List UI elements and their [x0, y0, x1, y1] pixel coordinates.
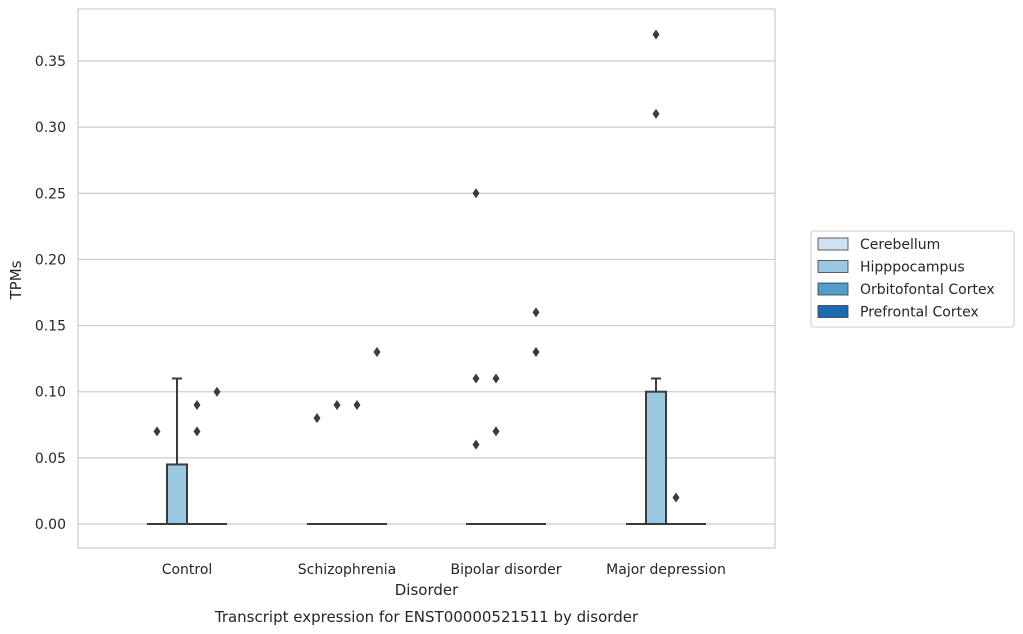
outlier-point	[353, 399, 361, 410]
box-group	[666, 492, 686, 525]
box-group	[526, 307, 546, 525]
plot-area-frame	[77, 8, 776, 549]
legend-label: Hipppocampus	[860, 260, 965, 276]
y-axis-title: TPMs	[7, 260, 25, 300]
outlier-point	[652, 108, 660, 119]
box-body	[166, 463, 188, 526]
y-tick-label: 0.20	[35, 252, 66, 268]
outlier-point	[472, 373, 480, 384]
outlier-point	[153, 426, 161, 437]
legend-label: Prefrontal Cortex	[860, 305, 979, 321]
legend-swatch	[817, 282, 849, 296]
y-tick-label: 0.10	[35, 385, 66, 401]
y-tick-label: 0.25	[35, 186, 66, 202]
x-axis-ticks: Control Schizophrenia Bipolar disorder Majo…	[162, 562, 726, 578]
x-tick-label: Major depression	[606, 562, 726, 578]
box-group	[347, 399, 367, 525]
outlier-point	[373, 347, 381, 358]
outlier-point	[472, 188, 480, 199]
y-tick-label: 0.15	[35, 319, 66, 335]
outlier-point	[532, 307, 540, 318]
y-tick-label: 0.35	[35, 54, 66, 70]
box-marks	[147, 29, 706, 526]
outlier-point	[532, 347, 540, 358]
outlier-point	[313, 413, 321, 424]
box-body	[645, 390, 667, 526]
outlier-point	[472, 439, 480, 450]
box-group	[147, 426, 167, 525]
y-tick-label: 0.05	[35, 451, 66, 467]
outlier-point	[652, 29, 660, 40]
x-tick-label: Bipolar disorder	[450, 562, 561, 578]
figure-caption: Transcript expression for ENST0000052151…	[214, 608, 639, 626]
legend-label: Cerebellum	[860, 237, 940, 253]
y-tick-label: 0.30	[35, 120, 66, 136]
x-tick-label: Control	[162, 562, 213, 578]
box-group	[166, 377, 188, 526]
box-group	[466, 188, 486, 525]
outlier-point	[333, 399, 341, 410]
box-group	[327, 399, 347, 525]
x-axis-title: Disorder	[395, 581, 459, 599]
legend-swatch	[817, 260, 849, 273]
y-axis-ticks: 0.00 0.05 0.10 0.15 0.20 0.25 0.30 0.35	[35, 54, 66, 533]
box-group	[645, 29, 667, 526]
legend-frame	[810, 230, 1015, 328]
box-group	[367, 347, 387, 525]
outlier-point	[193, 399, 201, 410]
y-tick-label: 0.00	[35, 517, 66, 533]
x-tick-label: Schizophrenia	[298, 562, 396, 578]
box-group	[187, 399, 207, 525]
outlier-point	[193, 426, 201, 437]
legend-label: Orbitofontal Cortex	[860, 282, 995, 298]
box-group	[486, 373, 506, 525]
grid-lines	[78, 60, 775, 525]
legend-swatch	[817, 237, 849, 251]
outlier-point	[492, 373, 500, 384]
legend: Cerebellum Hipppocampus Orbitofontal Corte…	[810, 230, 1015, 328]
box-group	[207, 386, 227, 525]
legend-swatch	[817, 305, 849, 318]
outlier-point	[672, 492, 680, 503]
outlier-point	[213, 386, 221, 397]
outlier-point	[492, 426, 500, 437]
box-group	[307, 413, 327, 525]
